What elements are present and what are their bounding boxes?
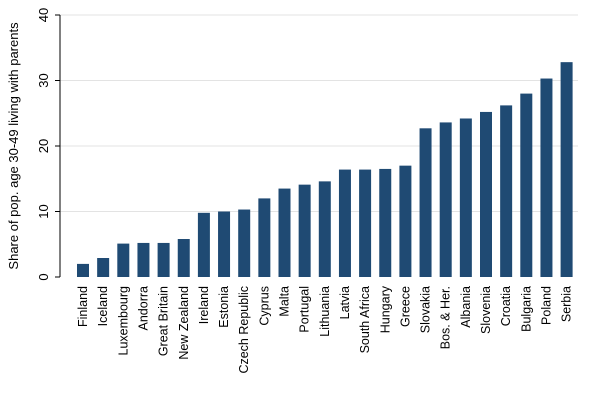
x-category-label: Czech Republic xyxy=(237,286,251,374)
x-category-label: Slovakia xyxy=(419,286,433,333)
bar-lithuania xyxy=(318,181,331,277)
x-category-label: Greece xyxy=(398,286,412,327)
x-category-label: New Zealand xyxy=(177,286,191,360)
bar-hungary xyxy=(379,168,392,277)
x-category-label: Slovenia xyxy=(479,286,493,334)
x-category-label: Luxembourg xyxy=(116,286,130,356)
x-category-label: Bulgaria xyxy=(519,286,533,332)
bar-south-africa xyxy=(359,169,372,277)
x-category-label: Hungary xyxy=(378,285,392,333)
y-tick-label: 0 xyxy=(36,273,51,280)
x-category-label: Portugal xyxy=(298,286,312,333)
x-category-label: South Africa xyxy=(358,286,372,353)
y-tick-label: 20 xyxy=(36,139,51,153)
bar-poland xyxy=(540,78,553,277)
x-category-label: Cyprus xyxy=(257,286,271,326)
y-tick-label: 30 xyxy=(36,73,51,87)
bar-ireland xyxy=(197,212,210,277)
x-category-label: Croatia xyxy=(499,286,513,326)
bar-cyprus xyxy=(258,198,271,277)
x-category-label: Iceland xyxy=(96,286,110,326)
bar-estonia xyxy=(218,211,231,277)
bar-finland xyxy=(77,263,89,277)
bar-slovenia xyxy=(480,111,492,277)
x-category-label: Latvia xyxy=(338,286,352,319)
bar-latvia xyxy=(338,169,351,277)
x-category-label: Finland xyxy=(76,286,90,327)
bar-new-zealand xyxy=(177,239,190,277)
x-category-label: Serbia xyxy=(560,286,574,322)
bar-serbia xyxy=(560,62,573,277)
bar-luxembourg xyxy=(117,243,130,277)
x-axis-labels: Finland Iceland Luxembourg Andorra Great Bri… xyxy=(76,285,574,373)
x-category-label: Poland xyxy=(539,286,553,325)
x-category-label: Bos. & Her. xyxy=(439,286,453,349)
y-axis-ticks: 0 10 20 30 40 xyxy=(36,8,60,281)
x-category-label: Malta xyxy=(278,286,292,317)
y-tick-label: 40 xyxy=(36,8,51,22)
y-axis-title: Share of pop. age 30-49 living with pare… xyxy=(6,22,21,270)
x-category-label: Estonia xyxy=(217,286,231,328)
x-category-label: Albania xyxy=(459,286,473,328)
bar-bulgaria xyxy=(520,93,533,277)
bar-albania xyxy=(459,118,472,278)
bar-bos-her xyxy=(439,122,452,277)
x-category-label: Great Britain xyxy=(157,286,171,356)
x-category-label: Lithuania xyxy=(318,286,332,337)
bar-andorra xyxy=(137,242,150,277)
x-category-label: Ireland xyxy=(197,286,211,324)
x-category-label: Andorra xyxy=(136,286,150,331)
bar-croatia xyxy=(500,105,513,277)
bar-czech-republic xyxy=(238,209,251,277)
bar-great-britain xyxy=(157,242,170,277)
bar-greece xyxy=(399,165,412,277)
bar-slovakia xyxy=(419,128,432,277)
bar-iceland xyxy=(97,258,110,277)
bars xyxy=(77,62,573,278)
bar-portugal xyxy=(298,184,311,277)
y-tick-label: 10 xyxy=(36,204,51,218)
bar-malta xyxy=(278,188,291,277)
